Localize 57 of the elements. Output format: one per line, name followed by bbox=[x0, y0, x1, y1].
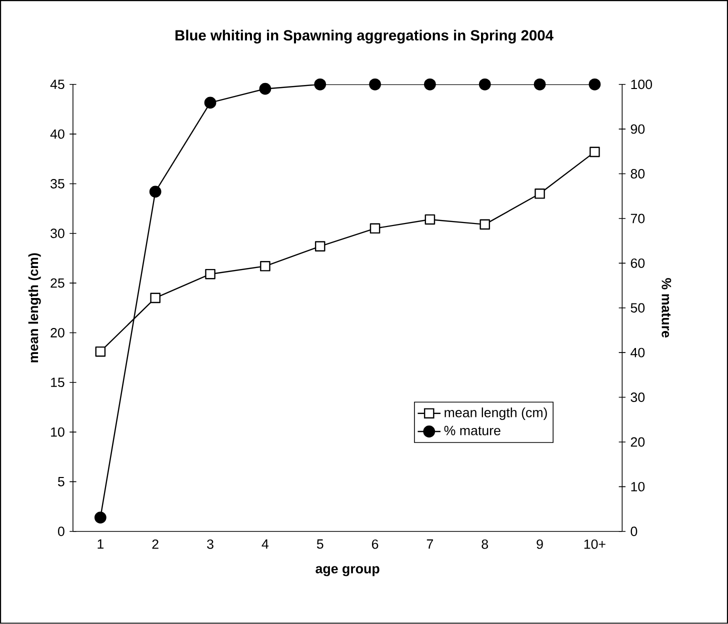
point bbox=[588, 78, 601, 90]
point bbox=[478, 78, 491, 90]
x-axis-title: age group bbox=[316, 566, 380, 576]
point bbox=[95, 346, 106, 357]
x-tick-label: 2 bbox=[152, 540, 158, 549]
x-tick-label: 8 bbox=[482, 540, 488, 550]
x-tick-label: 10+ bbox=[584, 540, 606, 550]
chart-title: Blue whiting in Spawning aggregations in Spring 2004 bbox=[176, 30, 554, 44]
y-tick-label: 30 bbox=[50, 228, 64, 238]
point bbox=[150, 292, 160, 304]
y-tick-label: 25 bbox=[50, 278, 64, 288]
y-tick-label: 45 bbox=[50, 80, 64, 90]
x-tick-label: 6 bbox=[372, 540, 378, 550]
y2-tick-label: 60 bbox=[630, 258, 645, 268]
y-tick-label: 40 bbox=[50, 129, 64, 139]
point bbox=[260, 261, 270, 272]
legend-label: mean length (cm) bbox=[444, 408, 547, 420]
x-tick-label: 7 bbox=[426, 540, 434, 549]
y2-tick-label: 30 bbox=[630, 392, 645, 402]
y2-tick-label: 100 bbox=[631, 80, 652, 90]
point bbox=[205, 269, 216, 280]
y2-tick-label: 0 bbox=[630, 526, 638, 536]
x-tick-label: 3 bbox=[207, 540, 214, 550]
y-tick-label: 15 bbox=[51, 378, 64, 388]
point bbox=[590, 146, 600, 158]
point bbox=[149, 186, 162, 198]
y-tick-label: 5 bbox=[58, 477, 64, 486]
point bbox=[424, 78, 436, 90]
y2-tick-label: 10 bbox=[631, 482, 645, 492]
y2-axis-title: % mature bbox=[662, 278, 672, 338]
y2-tick-label: 40 bbox=[630, 348, 645, 358]
point bbox=[204, 96, 216, 109]
y2-tick-label: 50 bbox=[630, 303, 645, 313]
x-tick-label: 4 bbox=[262, 540, 269, 549]
point bbox=[534, 78, 546, 90]
point bbox=[424, 214, 436, 225]
y-tick-label: 0 bbox=[58, 526, 64, 536]
point bbox=[534, 188, 545, 199]
x-tick-label: 9 bbox=[536, 540, 543, 550]
y-tick-label: 10 bbox=[51, 427, 64, 437]
y2-tick-label: 70 bbox=[630, 214, 645, 224]
y2-tick-label: 90 bbox=[630, 124, 645, 134]
y-axis-title: mean length (cm) bbox=[28, 253, 41, 362]
legend-label: % mature bbox=[444, 426, 500, 436]
y2-tick-label: 80 bbox=[630, 169, 645, 179]
y-tick-label: 20 bbox=[50, 328, 64, 338]
point bbox=[370, 223, 380, 234]
point bbox=[259, 83, 272, 95]
x-tick-label: 5 bbox=[316, 540, 324, 549]
y2-tick-label: 20 bbox=[630, 437, 645, 447]
point bbox=[314, 241, 326, 252]
point bbox=[314, 78, 326, 90]
point bbox=[369, 78, 381, 90]
y-tick-label: 35 bbox=[50, 179, 64, 189]
point bbox=[94, 512, 106, 524]
x-tick-label: 1 bbox=[98, 540, 104, 549]
point bbox=[480, 219, 490, 230]
